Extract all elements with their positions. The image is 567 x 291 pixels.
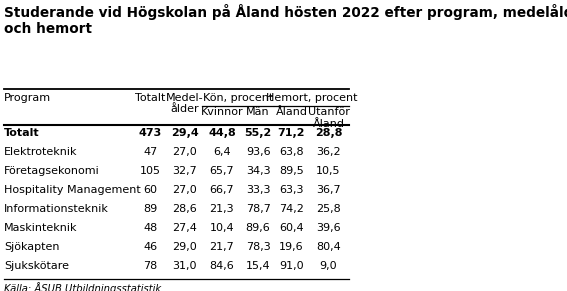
Text: 47: 47	[143, 147, 158, 157]
Text: Informationsteknik: Informationsteknik	[4, 204, 109, 214]
Text: Sjukskötare: Sjukskötare	[4, 262, 69, 272]
Text: 29,0: 29,0	[172, 242, 197, 252]
Text: 74,2: 74,2	[279, 204, 304, 214]
Text: 6,4: 6,4	[213, 147, 231, 157]
Text: Företagsekonomi: Företagsekonomi	[4, 166, 100, 176]
Text: 27,0: 27,0	[172, 147, 197, 157]
Text: 28,6: 28,6	[172, 204, 197, 214]
Text: Elektroteknik: Elektroteknik	[4, 147, 77, 157]
Text: Sjökapten: Sjökapten	[4, 242, 60, 252]
Text: 25,8: 25,8	[316, 204, 341, 214]
Text: 32,7: 32,7	[172, 166, 197, 176]
Text: Studerande vid Högskolan på Åland hösten 2022 efter program, medelålder, kön
och: Studerande vid Högskolan på Åland hösten…	[4, 4, 567, 36]
Text: 33,3: 33,3	[246, 185, 270, 195]
Text: 63,8: 63,8	[279, 147, 304, 157]
Text: 27,0: 27,0	[172, 185, 197, 195]
Text: Program: Program	[4, 93, 51, 103]
Text: Hospitality Management: Hospitality Management	[4, 185, 141, 195]
Text: 63,3: 63,3	[279, 185, 304, 195]
Text: 55,2: 55,2	[244, 128, 272, 138]
Text: 27,4: 27,4	[172, 223, 197, 233]
Text: 34,3: 34,3	[246, 166, 270, 176]
Text: 78,7: 78,7	[246, 204, 270, 214]
Text: 473: 473	[139, 128, 162, 138]
Text: 29,4: 29,4	[171, 128, 198, 138]
Text: 44,8: 44,8	[208, 128, 236, 138]
Text: 21,7: 21,7	[209, 242, 234, 252]
Text: 78: 78	[143, 262, 158, 272]
Text: Åland: Åland	[276, 107, 307, 118]
Text: Utanför
Åland: Utanför Åland	[307, 107, 349, 129]
Text: 36,7: 36,7	[316, 185, 341, 195]
Text: 89,5: 89,5	[279, 166, 304, 176]
Text: Medel-
ålder: Medel- ålder	[166, 93, 204, 114]
Text: 66,7: 66,7	[210, 185, 234, 195]
Text: 71,2: 71,2	[278, 128, 305, 138]
Text: 89,6: 89,6	[246, 223, 270, 233]
Text: Källa: ÅSUB Utbildningsstatistik: Källa: ÅSUB Utbildningsstatistik	[4, 282, 161, 291]
Text: Maskinteknik: Maskinteknik	[4, 223, 77, 233]
Text: 36,2: 36,2	[316, 147, 341, 157]
Text: 89: 89	[143, 204, 158, 214]
Text: 93,6: 93,6	[246, 147, 270, 157]
Text: 9,0: 9,0	[320, 262, 337, 272]
Text: 78,3: 78,3	[246, 242, 270, 252]
Text: Totalt: Totalt	[4, 128, 40, 138]
Text: 91,0: 91,0	[279, 262, 304, 272]
Text: 105: 105	[140, 166, 161, 176]
Text: 48: 48	[143, 223, 158, 233]
Text: Hemort, procent: Hemort, procent	[266, 93, 357, 103]
Text: 19,6: 19,6	[279, 242, 304, 252]
Text: 28,8: 28,8	[315, 128, 342, 138]
Text: 60,4: 60,4	[279, 223, 304, 233]
Text: Män: Män	[246, 107, 270, 118]
Text: 31,0: 31,0	[172, 262, 197, 272]
Text: 46: 46	[143, 242, 158, 252]
Text: 65,7: 65,7	[210, 166, 234, 176]
Text: 10,4: 10,4	[210, 223, 234, 233]
Text: 39,6: 39,6	[316, 223, 341, 233]
Text: 80,4: 80,4	[316, 242, 341, 252]
Text: 10,5: 10,5	[316, 166, 341, 176]
Text: Totalt: Totalt	[136, 93, 166, 103]
Text: 84,6: 84,6	[209, 262, 234, 272]
Text: Kön, procent: Kön, procent	[203, 93, 273, 103]
Text: 60: 60	[143, 185, 158, 195]
Text: 21,3: 21,3	[210, 204, 234, 214]
Text: Kvinnor: Kvinnor	[201, 107, 243, 118]
Text: 15,4: 15,4	[246, 262, 270, 272]
